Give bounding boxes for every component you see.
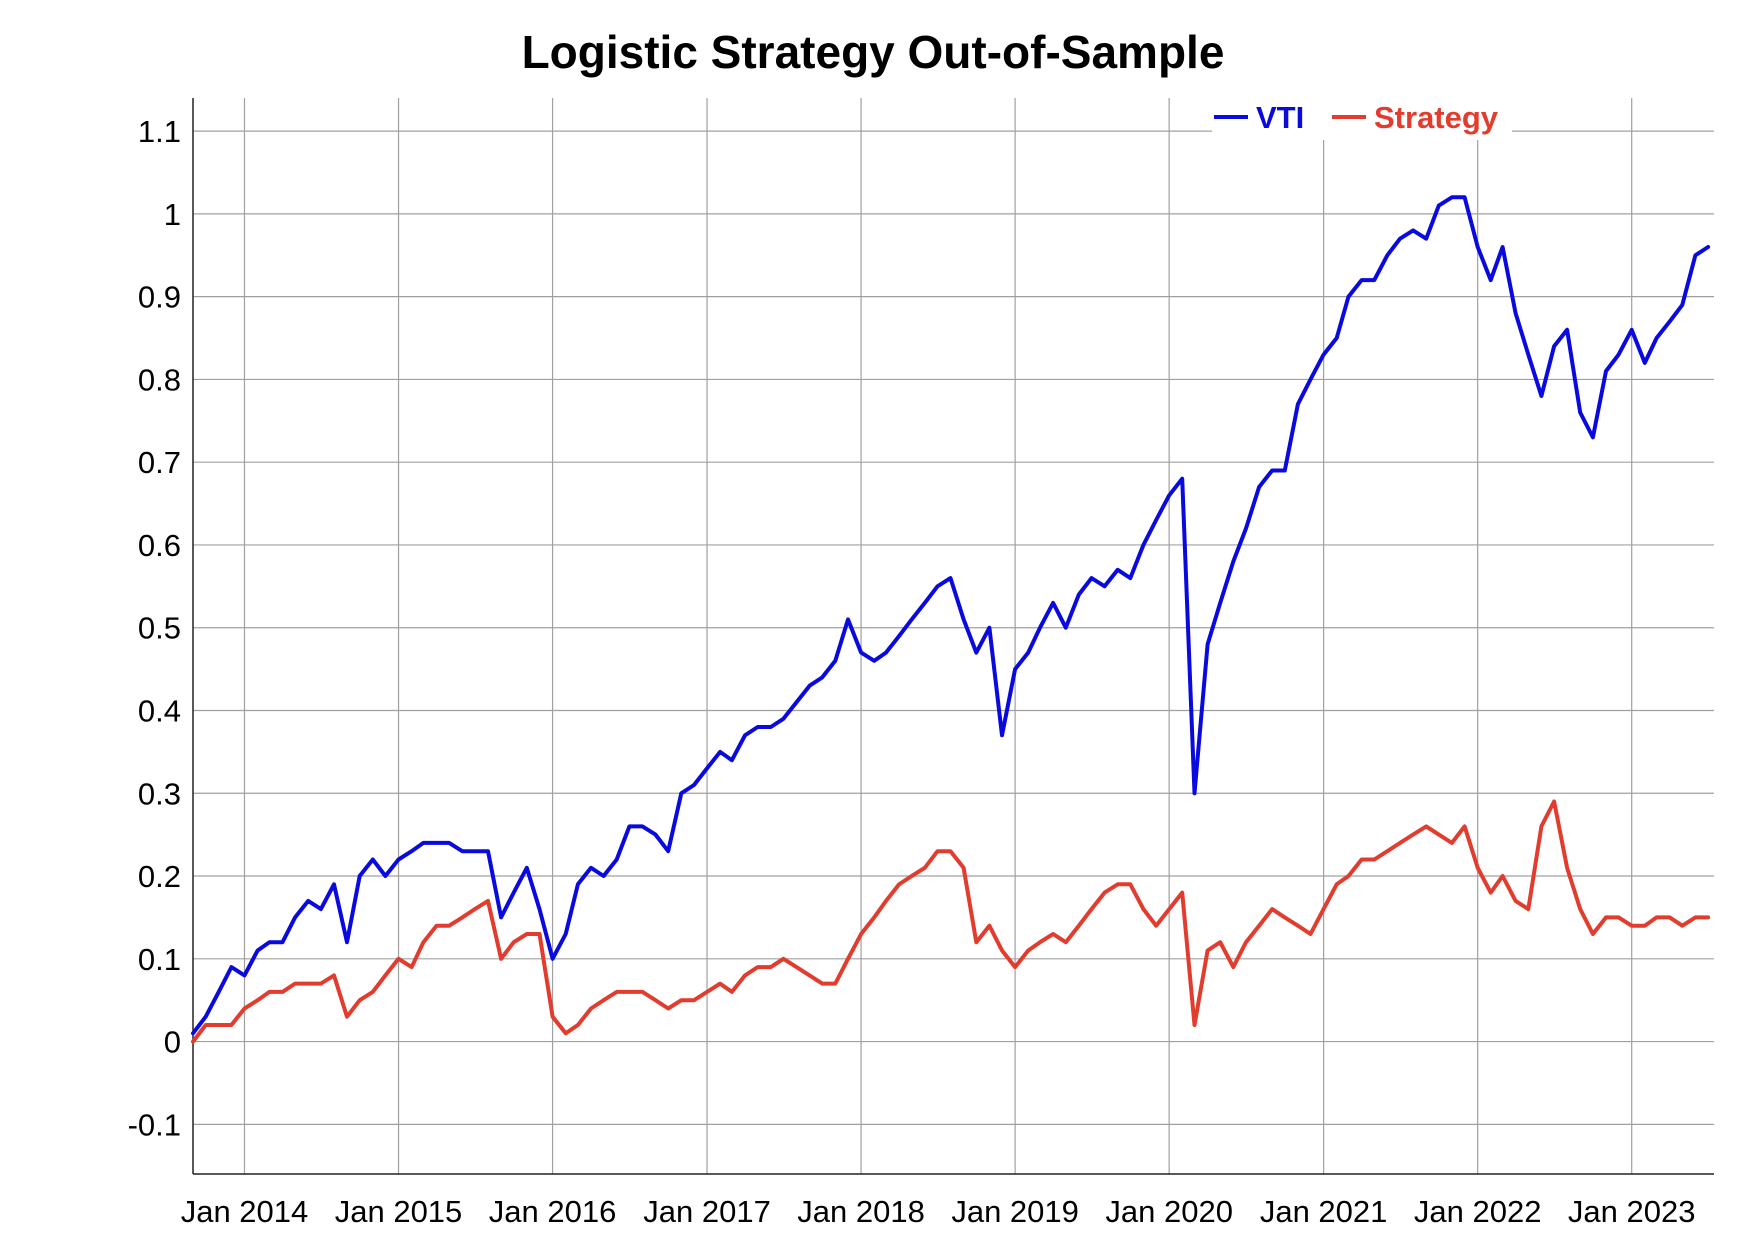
grid	[193, 98, 1714, 1174]
y-tick-label: 0	[164, 1025, 181, 1060]
y-tick-label: 0.3	[138, 776, 181, 811]
y-tick-label: 0.8	[138, 362, 181, 397]
y-tick-label: 1.1	[138, 114, 181, 149]
y-tick-label: 0.4	[138, 693, 181, 728]
x-tick-label: Jan 2018	[797, 1194, 925, 1229]
x-tick-label: Jan 2017	[643, 1194, 771, 1229]
chart-title: Logistic Strategy Out-of-Sample	[522, 26, 1225, 78]
y-tick-label: 1	[164, 197, 181, 232]
y-tick-label: 0.5	[138, 611, 181, 646]
x-tick-label: Jan 2019	[951, 1194, 1079, 1229]
axes: -0.1 0 0.1 0.2 0.3 0.4 0.5 0.6 0.7 0.8 0.9 1 1.1 Jan …	[128, 98, 1714, 1229]
series-line-vti	[191, 195, 1711, 1036]
y-tick-label: 0.6	[138, 528, 181, 563]
legend-label-vti: VTI	[1256, 100, 1304, 135]
x-tick-label: Jan 2020	[1105, 1194, 1233, 1229]
y-tick-label: 0.7	[138, 445, 181, 480]
x-tick-label: Jan 2015	[335, 1194, 463, 1229]
y-tick-label: 0.1	[138, 942, 181, 977]
y-tick-label: 0.9	[138, 280, 181, 315]
x-tick-label: Jan 2016	[489, 1194, 617, 1229]
legend-label-strategy: Strategy	[1374, 100, 1499, 135]
x-tick-label: Jan 2023	[1568, 1194, 1696, 1229]
y-tick-label: -0.1	[128, 1107, 181, 1142]
y-tick-label: 0.2	[138, 859, 181, 894]
x-tick-label: Jan 2021	[1260, 1194, 1388, 1229]
series-lines	[191, 195, 1711, 1044]
x-tick-label: Jan 2014	[181, 1194, 309, 1229]
series-line-strategy	[191, 799, 1711, 1044]
legend: VTI Strategy	[1212, 96, 1512, 140]
x-tick-label: Jan 2022	[1414, 1194, 1542, 1229]
